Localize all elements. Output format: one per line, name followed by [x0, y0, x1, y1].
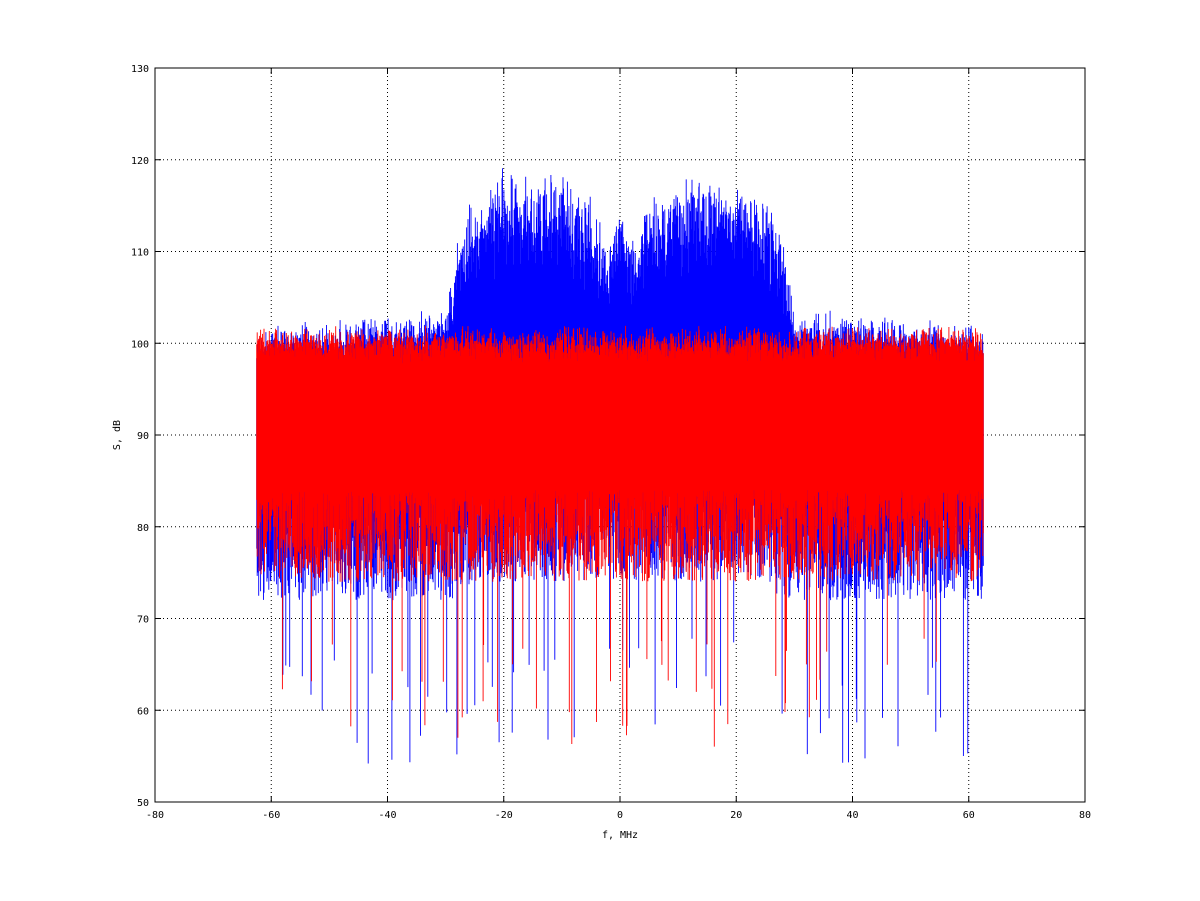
y-tick-label: 110: [131, 248, 149, 259]
x-tick-label: 60: [963, 810, 975, 821]
y-tick-label: 120: [131, 156, 149, 167]
y-tick-label: 50: [137, 798, 149, 809]
y-axis-label: S, dB: [112, 420, 123, 450]
y-tick-label: 90: [137, 431, 149, 442]
plot-area: [256, 168, 984, 764]
x-tick-label: 0: [617, 810, 623, 821]
x-tick-label: 80: [1079, 810, 1091, 821]
x-tick-label: -60: [262, 810, 280, 821]
x-axis-label: f, MHz: [602, 830, 638, 841]
x-tick-label: 20: [730, 810, 742, 821]
y-tick-label: 80: [137, 523, 149, 534]
x-tick-label: -80: [146, 810, 164, 821]
y-tick-label: 70: [137, 615, 149, 626]
tick-marks: [154, 67, 1086, 803]
x-tick-label: -40: [378, 810, 396, 821]
y-tick-label: 100: [131, 339, 149, 350]
y-tick-labels: 50 60 70 80 90 100 110 120 130: [131, 64, 149, 809]
x-tick-label: 40: [846, 810, 858, 821]
x-tick-labels: -80 -60 -40 -20 0 20 40 60 80: [146, 810, 1091, 821]
series-2: [256, 325, 984, 747]
x-tick-label: -20: [495, 810, 513, 821]
series-2-trace: [256, 325, 984, 747]
y-tick-label: 60: [137, 706, 149, 717]
y-tick-label: 130: [131, 64, 149, 75]
